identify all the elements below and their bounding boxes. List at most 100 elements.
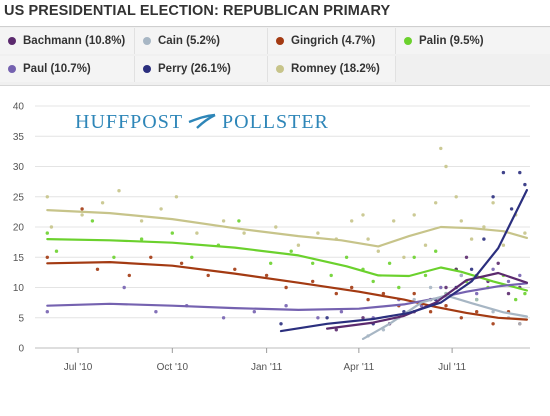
data-point-palin (90, 219, 95, 223)
grid-layer (35, 105, 530, 353)
legend-label-romney: Romney (18.2%) (291, 63, 380, 75)
data-point-romney (45, 195, 49, 199)
y-tick-label: 35 (13, 132, 25, 143)
legend-item-cain[interactable]: Cain (5.2%) (135, 28, 268, 54)
dot-icon (404, 37, 412, 45)
legend-item-perry[interactable]: Perry (26.1%) (135, 56, 268, 82)
data-point-gingrich (350, 285, 354, 290)
data-point-palin (170, 231, 174, 235)
data-point-romney (454, 195, 458, 199)
data-point-palin (523, 291, 527, 296)
trend-line-romney (46, 209, 528, 248)
data-point-romney (49, 225, 54, 229)
data-point-romney (139, 219, 144, 223)
data-point-cain (428, 285, 433, 290)
dot-icon (276, 65, 284, 73)
legend-label-cain: Cain (5.2%) (158, 35, 220, 47)
data-points (45, 146, 527, 338)
data-point-cain (412, 297, 416, 302)
data-point-perry (469, 267, 474, 271)
data-point-romney (316, 231, 320, 235)
legend-item-bachmann[interactable]: Bachmann (10.8%) (0, 28, 135, 54)
dot-icon (8, 65, 16, 73)
trend-lines (46, 189, 528, 340)
data-point-palin (387, 261, 392, 265)
data-point-palin (190, 255, 194, 259)
data-point-palin (237, 219, 241, 223)
data-point-gingrich (206, 273, 210, 278)
data-point-paul (154, 310, 158, 314)
data-point-romney (195, 231, 199, 235)
data-point-bachmann (464, 255, 469, 259)
data-point-perry (518, 170, 522, 175)
data-point-paul (316, 316, 320, 320)
dot-icon (276, 37, 284, 45)
data-point-romney (361, 213, 365, 217)
data-point-romney (376, 249, 380, 253)
data-point-gingrich (45, 255, 49, 259)
data-point-gingrich (179, 261, 184, 265)
data-point-romney (439, 146, 443, 151)
x-tick-label: Apr '11 (344, 362, 375, 373)
data-point-bachmann (361, 316, 365, 320)
trend-line-perry (279, 189, 528, 333)
legend-item-paul[interactable]: Paul (10.7%) (0, 56, 135, 82)
data-point-gingrich (149, 255, 153, 259)
data-point-paul (491, 267, 495, 271)
watermark-huffpost: HUFFPOST (75, 111, 183, 133)
data-point-gingrich (95, 267, 100, 271)
data-point-romney (459, 219, 463, 223)
data-point-romney (423, 243, 428, 247)
y-tick-label: 15 (13, 253, 25, 264)
data-point-gingrich (311, 279, 315, 284)
data-point-palin (371, 279, 375, 284)
x-tick-label: Jul '11 (438, 362, 466, 373)
data-point-perry (491, 195, 495, 199)
data-point-gingrich (366, 297, 370, 302)
dot-icon (8, 37, 16, 45)
legend-label-perry: Perry (26.1%) (158, 63, 231, 75)
data-point-romney (444, 164, 448, 169)
data-point-romney (274, 225, 278, 229)
x-tick-label: Oct '10 (157, 362, 189, 373)
data-point-gingrich (334, 291, 338, 296)
data-point-romney (296, 243, 301, 247)
data-point-palin (269, 261, 273, 265)
data-point-paul (475, 291, 479, 296)
data-point-palin (139, 237, 144, 241)
data-point-paul (45, 310, 49, 314)
data-point-gingrich (475, 310, 479, 314)
data-point-romney (434, 201, 438, 205)
y-tick-label: 10 (13, 283, 25, 294)
data-point-paul (284, 304, 288, 308)
chart-plot: HUFFPOST POLLSTER 0 5 10 15 20 25 30 35 40 Jul '1… (13, 102, 530, 373)
legend-label-bachmann: Bachmann (10.8%) (23, 35, 126, 47)
legend-label-palin: Palin (9.5%) (419, 35, 484, 47)
y-tick-label: 20 (13, 223, 25, 234)
data-point-cain (518, 322, 522, 326)
data-point-romney (469, 237, 474, 241)
data-point-romney (501, 243, 506, 247)
legend-item-romney[interactable]: Romney (18.2%) (268, 56, 396, 82)
watermark-pollster: POLLSTER (222, 111, 329, 133)
title-divider (0, 26, 550, 27)
chart-title: US PRESIDENTIAL ELECTION: REPUBLICAN PRI… (4, 3, 391, 19)
y-tick-label: 5 (18, 313, 24, 324)
data-point-palin (329, 273, 333, 278)
data-point-perry (501, 170, 506, 175)
data-point-perry (523, 182, 527, 187)
trend-line-bachmann (326, 271, 528, 330)
data-point-bachmann (496, 261, 500, 265)
swoosh-icon (188, 113, 216, 129)
data-point-paul (506, 279, 511, 284)
data-point-palin (423, 273, 428, 278)
legend-item-gingrich[interactable]: Gingrich (4.7%) (268, 28, 396, 54)
trend-line-paul (46, 282, 528, 311)
legend-panel: Bachmann (10.8%) Cain (5.2%) Gingrich (4… (0, 27, 550, 86)
data-point-gingrich (491, 322, 495, 326)
data-point-gingrich (412, 291, 416, 296)
data-point-bachmann (334, 328, 338, 332)
legend-item-palin[interactable]: Palin (9.5%) (396, 28, 550, 54)
data-point-palin (397, 285, 401, 290)
